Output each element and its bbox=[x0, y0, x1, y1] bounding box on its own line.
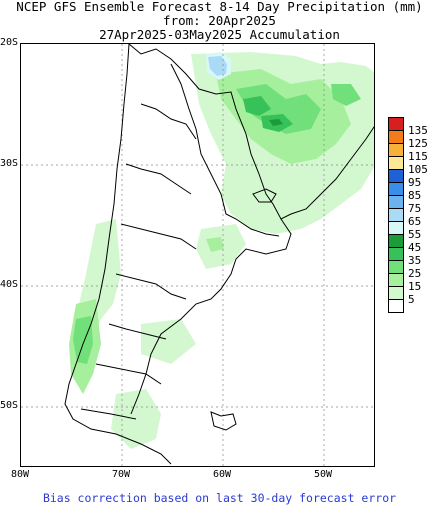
precipitation-map bbox=[20, 43, 375, 467]
lon-label-50w: 50W bbox=[314, 469, 333, 480]
bias-correction-note: Bias correction based on last 30-day for… bbox=[42, 491, 397, 505]
colorbar-swatch bbox=[388, 247, 404, 261]
colorbar-swatch bbox=[388, 156, 404, 170]
colorbar-label: 75 bbox=[408, 202, 422, 215]
colorbar-label: 95 bbox=[408, 176, 422, 189]
colorbar-label: 125 bbox=[408, 137, 428, 150]
country-borders bbox=[64, 44, 374, 465]
colorbar-swatch bbox=[388, 195, 404, 209]
colorbar-swatch bbox=[388, 117, 404, 131]
colorbar-label: 85 bbox=[408, 189, 422, 202]
lon-label-60w: 60W bbox=[213, 469, 232, 480]
precip-shading bbox=[69, 52, 374, 449]
colorbar-swatch bbox=[388, 143, 404, 157]
colorbar-label: 35 bbox=[408, 254, 422, 267]
colorbar-swatch bbox=[388, 299, 404, 313]
graticule bbox=[21, 44, 374, 466]
colorbar-label: 105 bbox=[408, 163, 428, 176]
colorbar-legend bbox=[388, 117, 404, 313]
lat-label-50s: 50S bbox=[0, 400, 19, 411]
colorbar-swatch bbox=[388, 286, 404, 300]
colorbar-label: 135 bbox=[408, 124, 428, 137]
lon-label-70w: 70W bbox=[112, 469, 131, 480]
accumulation-period: 27Apr2025-03May2025 Accumulation bbox=[99, 27, 340, 42]
lat-label-20s: 20S bbox=[0, 37, 19, 48]
colorbar-label: 15 bbox=[408, 280, 422, 293]
colorbar-swatch bbox=[388, 221, 404, 235]
colorbar-label: 25 bbox=[408, 267, 422, 280]
lon-label-80w: 80W bbox=[11, 469, 30, 480]
lat-label-30s: 30S bbox=[0, 158, 19, 169]
colorbar-swatch bbox=[388, 130, 404, 144]
map-canvas bbox=[21, 44, 374, 466]
map-title: NCEP GFS Ensemble Forecast 8-14 Day Prec… bbox=[16, 0, 423, 14]
colorbar-label: 45 bbox=[408, 241, 422, 254]
colorbar-swatch bbox=[388, 208, 404, 222]
colorbar-label: 5 bbox=[408, 293, 415, 306]
colorbar-swatch bbox=[388, 273, 404, 287]
forecast-init-date: from: 20Apr2025 bbox=[163, 13, 276, 28]
colorbar-label: 65 bbox=[408, 215, 422, 228]
colorbar-swatch bbox=[388, 169, 404, 183]
lat-label-40s: 40S bbox=[0, 279, 19, 290]
colorbar-label: 55 bbox=[408, 228, 422, 241]
colorbar-swatch bbox=[388, 234, 404, 248]
colorbar-label: 115 bbox=[408, 150, 428, 163]
colorbar-swatch bbox=[388, 182, 404, 196]
colorbar-swatch bbox=[388, 260, 404, 274]
